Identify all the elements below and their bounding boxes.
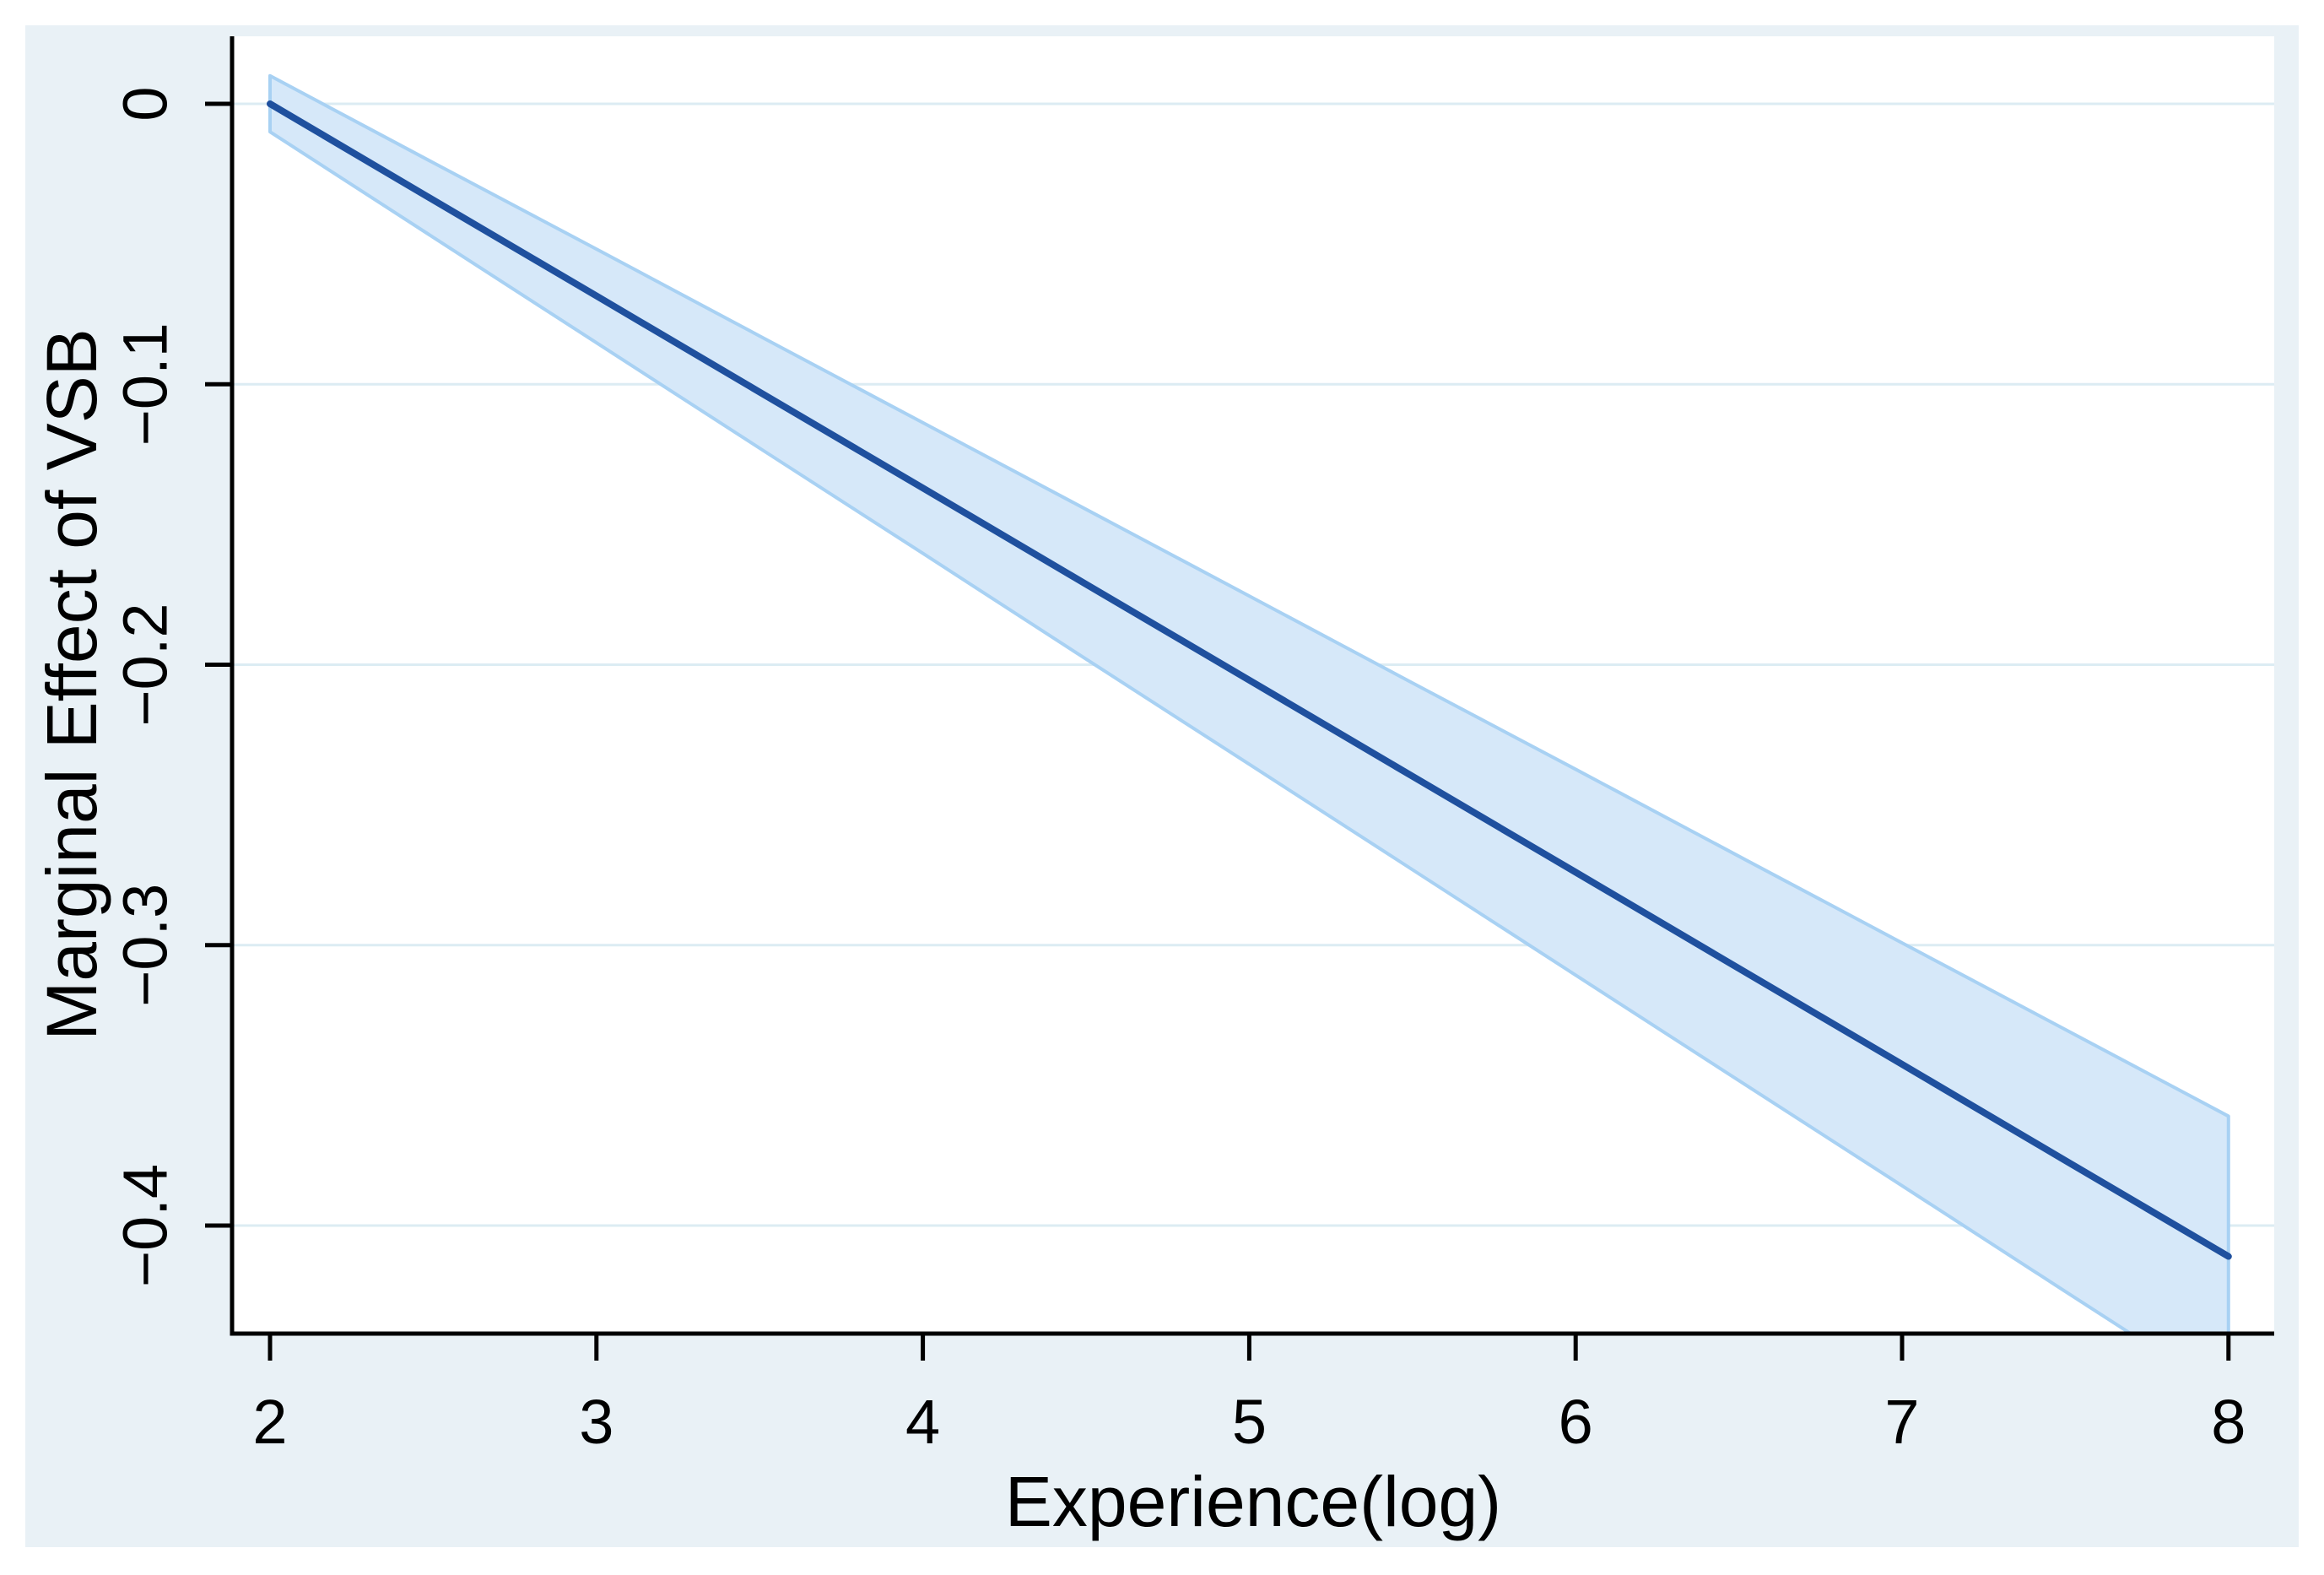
y-tick-label: 0 — [111, 86, 181, 121]
x-axis-title: Experience(log) — [1005, 1462, 1501, 1541]
x-tick-label: 2 — [252, 1387, 287, 1457]
x-tick-label: 4 — [905, 1387, 940, 1457]
y-tick-label: −0.3 — [111, 884, 181, 1007]
x-tick-label: 8 — [2211, 1387, 2246, 1457]
marginal-effect-path — [267, 100, 2232, 1260]
y-axis-title: Marginal Effect of VSB — [32, 328, 111, 1041]
x-tick-label: 7 — [1884, 1387, 1919, 1457]
x-tick-label: 5 — [1232, 1387, 1267, 1457]
x-tick-marks — [268, 1334, 2231, 1361]
y-tick-label: −0.1 — [111, 322, 181, 446]
y-tick-marks — [205, 101, 232, 1228]
gridlines — [232, 102, 2274, 1227]
y-tick-label: −0.4 — [111, 1164, 181, 1287]
axes — [230, 36, 2274, 1336]
x-tick-label: 6 — [1559, 1387, 1593, 1457]
x-tick-labels: 2 3 4 5 6 7 8 — [252, 1387, 2246, 1457]
y-tick-label: −0.2 — [111, 603, 181, 726]
marginal-effect-line — [267, 100, 2232, 1260]
x-tick-label: 3 — [579, 1387, 613, 1457]
y-tick-labels: 0 −0.1 −0.2 −0.3 −0.4 — [111, 86, 181, 1287]
